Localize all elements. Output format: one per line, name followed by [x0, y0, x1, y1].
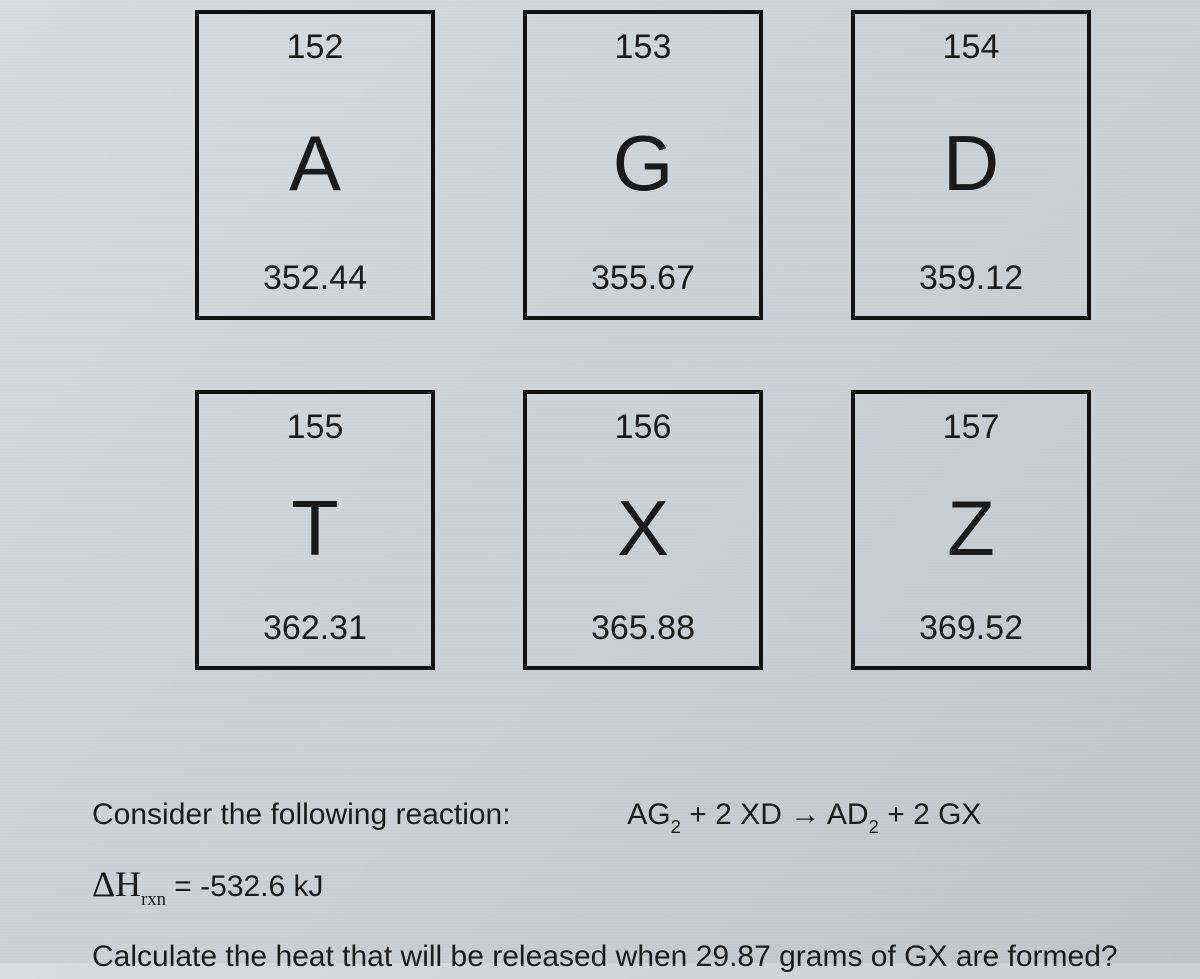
element-symbol: A	[289, 124, 341, 202]
atomic-number: 155	[287, 408, 344, 447]
atomic-mass: 362.31	[263, 609, 367, 648]
element-symbol: X	[617, 489, 669, 567]
atomic-mass: 369.52	[919, 609, 1023, 648]
reaction-equation: AG2 + 2 XD → AD2 + 2 GX	[627, 798, 981, 831]
element-symbol: D	[943, 124, 999, 202]
element-box: 155 T 362.31	[195, 390, 435, 670]
atomic-number: 152	[287, 28, 344, 67]
atomic-mass: 355.67	[591, 259, 695, 298]
element-symbol: Z	[947, 489, 995, 567]
problem-text: Consider the following reaction: AG2 + 2…	[92, 792, 1132, 979]
element-symbol: G	[613, 124, 674, 202]
reaction-line: Consider the following reaction: AG2 + 2…	[92, 792, 1132, 839]
delta-h-subscript: rxn	[141, 889, 166, 910]
periodic-grid: 152 A 352.44 153 G 355.67 154 D 359.12 1…	[195, 10, 1095, 670]
atomic-number: 154	[943, 28, 1000, 67]
element-box: 157 Z 369.52	[851, 390, 1091, 670]
atomic-mass: 365.88	[591, 609, 695, 648]
enthalpy-line: ΔHrxn = -532.6 kJ	[92, 857, 1132, 912]
element-box: 153 G 355.67	[523, 10, 763, 320]
element-box: 152 A 352.44	[195, 10, 435, 320]
reaction-label: Consider the following reaction:	[92, 792, 511, 837]
atomic-mass: 352.44	[263, 259, 367, 298]
element-box: 154 D 359.12	[851, 10, 1091, 320]
element-box: 156 X 365.88	[523, 390, 763, 670]
atomic-number: 157	[943, 408, 1000, 447]
question-text: Calculate the heat that will be released…	[92, 934, 1132, 979]
atomic-mass: 359.12	[919, 259, 1023, 298]
atomic-number: 156	[615, 408, 672, 447]
enthalpy-value: = -532.6 kJ	[166, 870, 324, 903]
delta-h-symbol: ΔH	[92, 864, 141, 904]
element-symbol: T	[291, 489, 339, 567]
atomic-number: 153	[615, 28, 672, 67]
